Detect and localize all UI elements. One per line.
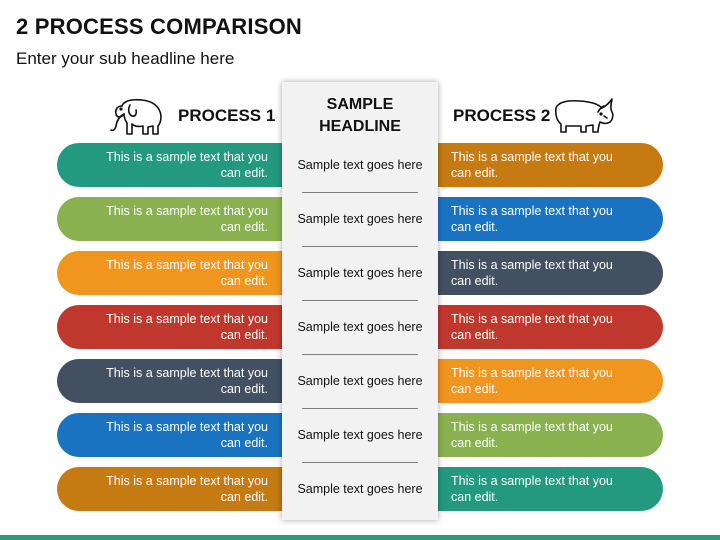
right-pill-line-1: This is a sample text that you	[451, 420, 613, 434]
left-pill-text: This is a sample text that you can edit.	[106, 419, 268, 451]
right-pill-text: This is a sample text that you can edit.	[451, 419, 613, 451]
process-2-label: PROCESS 2	[453, 106, 551, 125]
left-pill-line-1: This is a sample text that you	[106, 150, 268, 164]
left-pill-3: This is a sample text that you can edit.	[57, 251, 297, 295]
right-pill-5: This is a sample text that you can edit.	[424, 359, 663, 403]
left-pill-line-2: can edit.	[220, 436, 268, 450]
center-divider	[302, 300, 418, 301]
center-item-2: Sample text goes here	[297, 212, 423, 226]
right-pill-line-2: can edit.	[451, 274, 499, 288]
right-pill-4: This is a sample text that you can edit.	[424, 305, 663, 349]
right-pill-line-1: This is a sample text that you	[451, 150, 613, 164]
left-pill-line-1: This is a sample text that you	[106, 420, 268, 434]
center-divider	[302, 354, 418, 355]
right-pill-line-2: can edit.	[451, 382, 499, 396]
right-pill-text: This is a sample text that you can edit.	[451, 473, 613, 505]
right-pill-text: This is a sample text that you can edit.	[451, 365, 613, 397]
left-pill-line-1: This is a sample text that you	[106, 258, 268, 272]
rhino-icon	[554, 98, 614, 133]
center-divider	[302, 192, 418, 193]
center-divider	[302, 462, 418, 463]
right-pill-1: This is a sample text that you can edit.	[424, 143, 663, 187]
left-pill-line-1: This is a sample text that you	[106, 366, 268, 380]
center-panel: SAMPLE HEADLINE Sample text goes here Sam…	[282, 82, 438, 520]
left-pill-text: This is a sample text that you can edit.	[106, 473, 268, 505]
left-pill-line-1: This is a sample text that you	[106, 474, 268, 488]
bottom-accent-bar	[0, 535, 720, 540]
right-pill-line-2: can edit.	[451, 490, 499, 504]
left-pill-5: This is a sample text that you can edit.	[57, 359, 297, 403]
right-pill-6: This is a sample text that you can edit.	[424, 413, 663, 457]
left-pill-line-2: can edit.	[220, 490, 268, 504]
left-pill-line-1: This is a sample text that you	[106, 204, 268, 218]
right-pill-line-1: This is a sample text that you	[451, 312, 613, 326]
left-pill-1: This is a sample text that you can edit.	[57, 143, 297, 187]
right-pill-text: This is a sample text that you can edit.	[451, 149, 613, 181]
left-pill-text: This is a sample text that you can edit.	[106, 203, 268, 235]
process-1-label: PROCESS 1	[178, 106, 276, 125]
center-divider	[302, 408, 418, 409]
right-pill-text: This is a sample text that you can edit.	[451, 257, 613, 289]
left-pill-line-2: can edit.	[220, 328, 268, 342]
left-pill-2: This is a sample text that you can edit.	[57, 197, 297, 241]
right-pill-line-1: This is a sample text that you	[451, 474, 613, 488]
left-pill-text: This is a sample text that you can edit.	[106, 149, 268, 181]
center-headline: SAMPLE HEADLINE	[282, 94, 438, 138]
right-pill-7: This is a sample text that you can edit.	[424, 467, 663, 511]
center-item-5: Sample text goes here	[297, 374, 423, 388]
right-pill-line-2: can edit.	[451, 166, 499, 180]
right-pill-text: This is a sample text that you can edit.	[451, 311, 613, 343]
left-pill-4: This is a sample text that you can edit.	[57, 305, 297, 349]
left-pill-line-2: can edit.	[220, 382, 268, 396]
center-item-4: Sample text goes here	[297, 320, 423, 334]
center-item-1: Sample text goes here	[297, 158, 423, 172]
left-pill-line-2: can edit.	[220, 220, 268, 234]
center-item-3: Sample text goes here	[297, 266, 423, 280]
right-pill-3: This is a sample text that you can edit.	[424, 251, 663, 295]
left-pill-6: This is a sample text that you can edit.	[57, 413, 297, 457]
right-pill-line-1: This is a sample text that you	[451, 204, 613, 218]
left-pill-7: This is a sample text that you can edit.	[57, 467, 297, 511]
center-item-7: Sample text goes here	[297, 482, 423, 496]
center-item-6: Sample text goes here	[297, 428, 423, 442]
right-pill-line-1: This is a sample text that you	[451, 258, 613, 272]
right-pill-text: This is a sample text that you can edit.	[451, 203, 613, 235]
left-pill-text: This is a sample text that you can edit.	[106, 311, 268, 343]
right-pill-line-1: This is a sample text that you	[451, 366, 613, 380]
right-pill-line-2: can edit.	[451, 220, 499, 234]
left-pill-line-2: can edit.	[220, 274, 268, 288]
right-pill-line-2: can edit.	[451, 328, 499, 342]
page-subtitle: Enter your sub headline here	[16, 49, 235, 68]
page-title: 2 PROCESS COMPARISON	[16, 14, 302, 39]
center-divider	[302, 246, 418, 247]
right-pill-line-2: can edit.	[451, 436, 499, 450]
left-pill-line-1: This is a sample text that you	[106, 312, 268, 326]
center-headline-line-1: SAMPLE	[326, 96, 394, 113]
left-pill-line-2: can edit.	[220, 166, 268, 180]
left-pill-text: This is a sample text that you can edit.	[106, 365, 268, 397]
right-pill-2: This is a sample text that you can edit.	[424, 197, 663, 241]
elephant-icon	[110, 98, 162, 135]
left-pill-text: This is a sample text that you can edit.	[106, 257, 268, 289]
center-headline-line-2: HEADLINE	[319, 118, 401, 135]
